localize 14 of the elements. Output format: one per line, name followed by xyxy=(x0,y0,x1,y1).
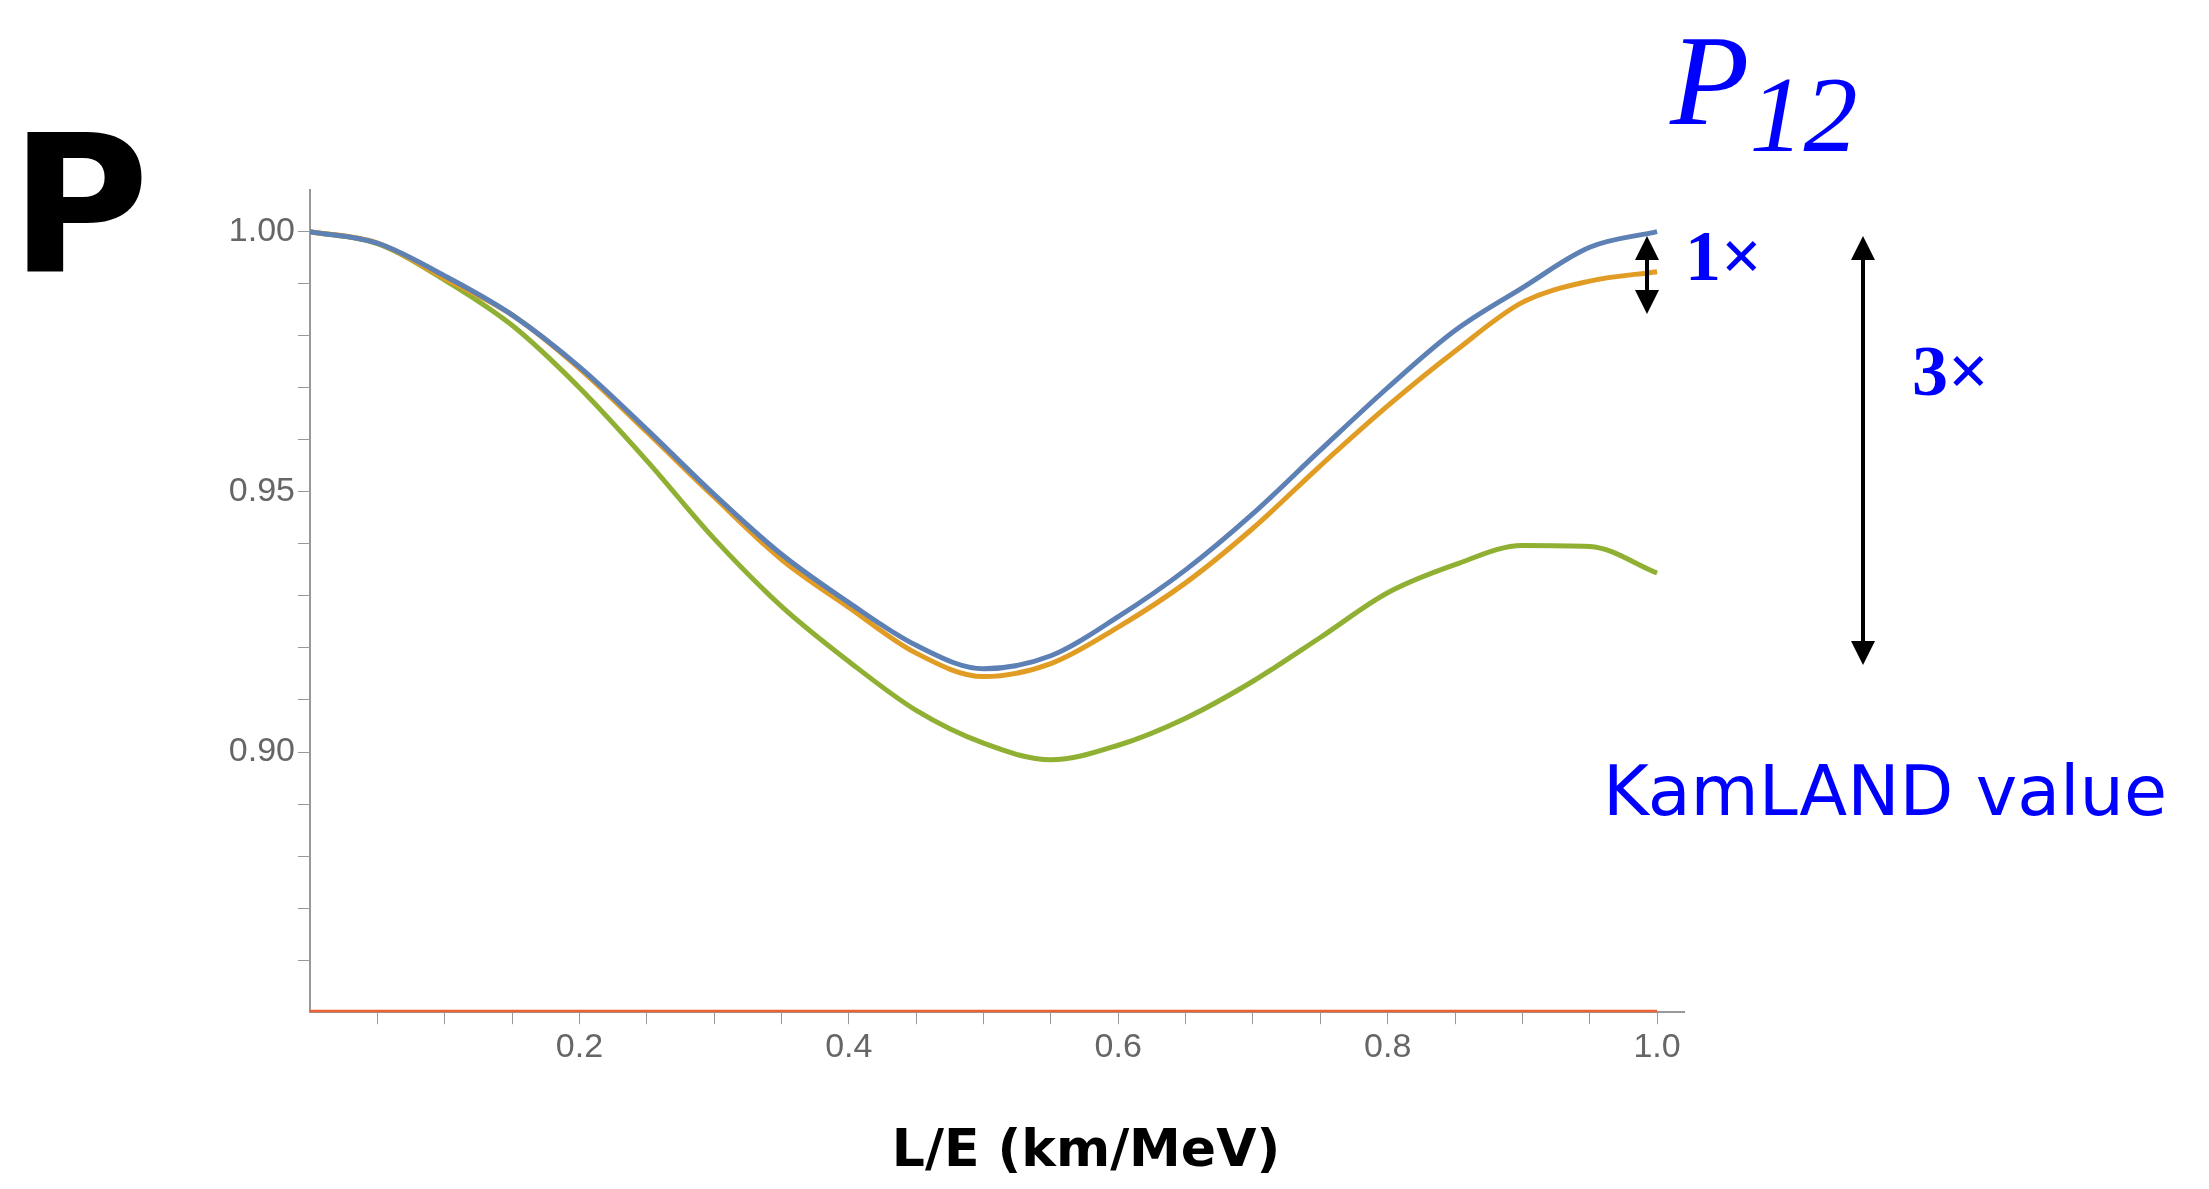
x-tick-label: 0.4 xyxy=(825,1025,873,1064)
text: 3× xyxy=(1912,330,1990,413)
y-tick-label: 0.95 xyxy=(228,470,295,509)
text: 1× xyxy=(1685,215,1763,298)
y-tick-label: 1.00 xyxy=(228,210,295,249)
y-tick-label: 0.90 xyxy=(228,730,295,769)
x-tick-label: 0.8 xyxy=(1364,1025,1412,1064)
x-tick-label: 1.0 xyxy=(1633,1025,1681,1064)
x-axis-title: L/E (km/MeV) xyxy=(890,1118,1282,1178)
y-axis-title: P xyxy=(10,95,150,316)
chart-title: P$_{12}$ xyxy=(1670,7,1858,176)
x-tick-label: 0.6 xyxy=(1094,1025,1142,1064)
annotation: KamLAND value xyxy=(1603,750,2167,832)
x-tick-label: 0.2 xyxy=(555,1025,604,1064)
